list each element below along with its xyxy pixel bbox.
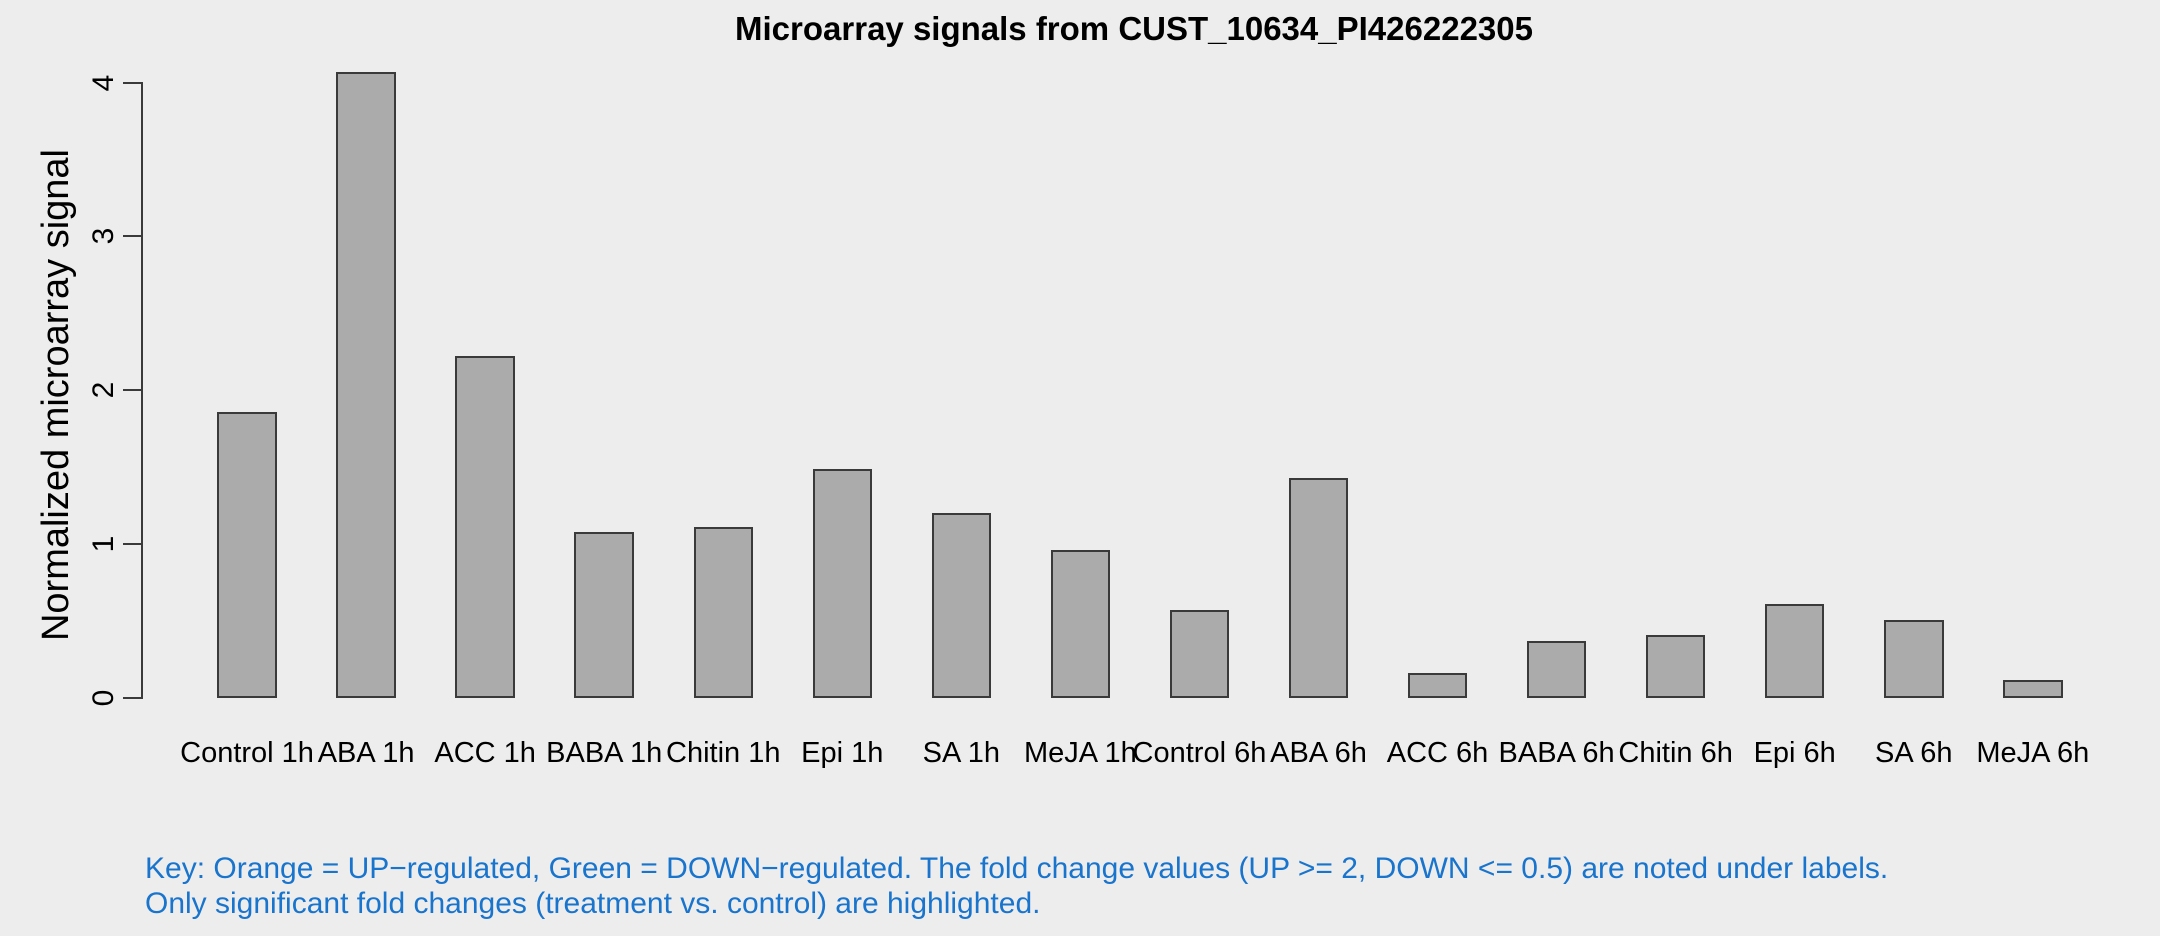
bar-aba-6h: [1288, 477, 1349, 698]
x-axis-label-aba-6h: ABA 6h: [1270, 737, 1367, 769]
x-axis-label-acc-1h: ACC 1h: [434, 737, 536, 769]
x-axis-label-epi-6h: Epi 6h: [1753, 737, 1836, 769]
bar-meja-1h: [1050, 550, 1111, 698]
key-note-line-1: Key: Orange = UP−regulated, Green = DOWN…: [145, 852, 1889, 885]
x-axis-label-acc-6h: ACC 6h: [1386, 737, 1489, 769]
bar-control-1h: [217, 411, 277, 698]
bar-aba-1h: [336, 71, 396, 698]
y-tick-label-1: 1: [87, 535, 120, 553]
y-tick-2: [123, 389, 141, 392]
x-axis-label-sa-6h: SA 6h: [1875, 737, 1953, 769]
x-axis-label-chitin-1h: Chitin 1h: [666, 737, 781, 769]
bar-epi-1h: [812, 468, 873, 698]
chart-title: Microarray signals from CUST_10634_PI426…: [735, 10, 1533, 47]
bar-control-6h: [1169, 610, 1230, 698]
x-axis-label-control-1h: Control 1h: [180, 737, 314, 769]
x-axis-label-sa-1h: SA 1h: [922, 737, 1001, 769]
x-axis-label-meja-1h: MeJA 1h: [1023, 737, 1137, 769]
bar-acc-1h: [455, 356, 515, 698]
y-tick-label-3: 3: [87, 228, 120, 245]
bar-sa-1h: [931, 513, 992, 698]
bar-sa-6h: [1884, 619, 1944, 698]
x-axis-label-chitin-6h: Chitin 6h: [1618, 737, 1733, 769]
x-axis-label-epi-1h: Epi 1h: [801, 737, 884, 769]
bar-chitin-6h: [1645, 634, 1706, 698]
y-tick-0: [123, 697, 141, 699]
bar-chitin-1h: [693, 527, 753, 698]
y-tick-label-2: 2: [87, 381, 120, 399]
y-tick-label-0: 0: [87, 689, 120, 707]
x-axis-label-baba-6h: BABA 6h: [1498, 737, 1615, 769]
key-note-line-2: Only significant fold changes (treatment…: [145, 887, 1041, 920]
bar-acc-6h: [1407, 673, 1468, 698]
x-axis-label-aba-1h: ABA 1h: [317, 737, 415, 769]
x-axis-label-baba-1h: BABA 1h: [546, 737, 663, 769]
bar-baba-1h: [574, 531, 634, 698]
y-tick-4: [123, 81, 141, 84]
y-tick-3: [123, 235, 141, 238]
y-tick-1: [123, 543, 141, 546]
bar-baba-6h: [1526, 641, 1587, 698]
y-tick-label-4: 4: [87, 74, 120, 91]
x-axis-label-meja-6h: MeJA 6h: [1976, 737, 2090, 769]
bar-meja-6h: [2003, 679, 2063, 698]
bar-epi-6h: [1764, 604, 1825, 698]
x-axis-label-control-6h: Control 6h: [1132, 737, 1267, 769]
y-axis-line: [141, 81, 143, 699]
y-axis-title: Normalized microarray signal: [35, 148, 77, 642]
